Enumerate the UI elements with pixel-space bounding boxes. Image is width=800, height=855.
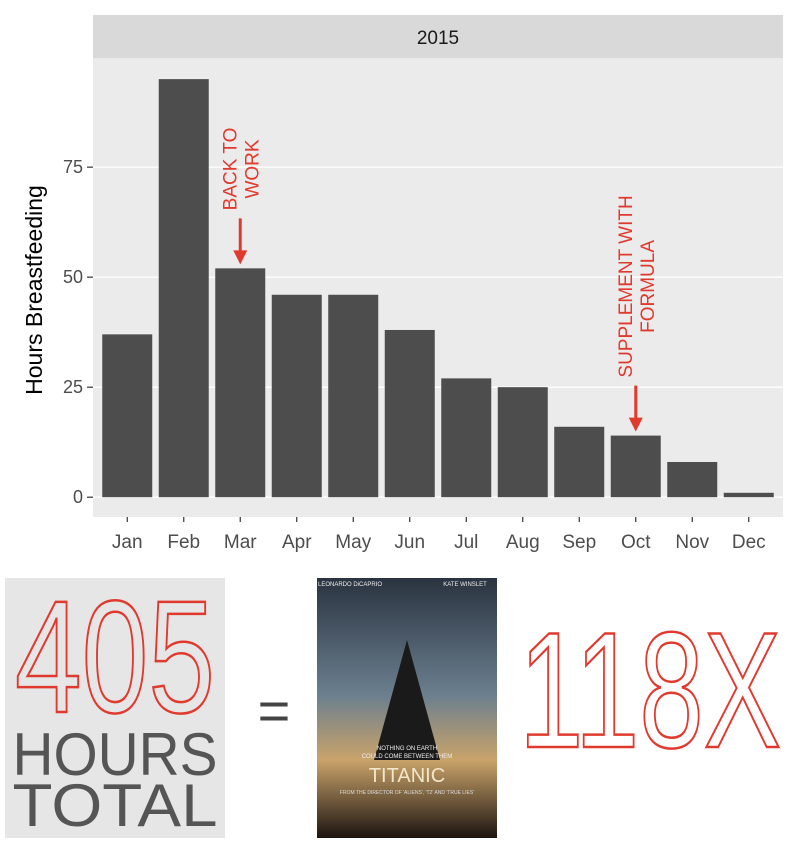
annotation-text: SUPPLEMENT WITH bbox=[616, 195, 637, 377]
facet-strip bbox=[93, 15, 783, 58]
equals-sign: = bbox=[258, 679, 291, 742]
annotation-text: BACK TO bbox=[220, 128, 241, 211]
annotation-text: WORK bbox=[242, 139, 263, 198]
facet-label: 2015 bbox=[417, 28, 459, 49]
poster-ship bbox=[374, 640, 440, 760]
y-tick-label: 75 bbox=[63, 157, 83, 177]
total-number: 405 bbox=[15, 567, 215, 746]
x-tick-label: Oct bbox=[621, 532, 651, 553]
poster-actor: LEONARDO DiCAPRIO bbox=[318, 582, 382, 588]
bar bbox=[271, 294, 322, 498]
poster-actor: KATE WINSLET bbox=[443, 582, 487, 588]
x-tick-label: Jul bbox=[454, 532, 478, 553]
unit-line: HOURS bbox=[13, 721, 218, 788]
y-tick-label: 0 bbox=[73, 487, 83, 507]
bar bbox=[497, 387, 548, 498]
y-tick-label: 25 bbox=[63, 377, 83, 397]
bar bbox=[328, 294, 379, 498]
movie-poster: LEONARDO DiCAPRIO KATE WINSLET NOTHING O… bbox=[317, 578, 497, 838]
annotation-arrowhead bbox=[628, 417, 643, 432]
x-tick-label: Feb bbox=[167, 532, 200, 553]
bar bbox=[723, 492, 774, 498]
x-tick-label: Jan bbox=[112, 532, 143, 553]
bar bbox=[441, 378, 492, 498]
bar bbox=[158, 79, 209, 498]
bar bbox=[667, 461, 718, 498]
bar bbox=[554, 426, 605, 498]
total-box bbox=[5, 578, 225, 838]
x-tick-label: May bbox=[335, 532, 371, 553]
bar bbox=[384, 329, 435, 498]
x-tick-label: Jun bbox=[394, 532, 425, 553]
annotation-text: FORMULA bbox=[638, 240, 659, 333]
x-tick-label: Sep bbox=[562, 532, 596, 553]
x-tick-label: Dec bbox=[732, 532, 766, 553]
poster-tagline: NOTHING ON EARTH bbox=[377, 746, 437, 752]
bar bbox=[215, 268, 266, 498]
bar bbox=[610, 435, 661, 498]
annotation-arrowhead bbox=[233, 250, 248, 265]
y-axis-title: Hours Breastfeeding bbox=[21, 185, 47, 395]
x-tick-label: Aug bbox=[506, 532, 540, 553]
x-tick-label: Apr bbox=[282, 532, 312, 553]
poster-title: TITANIC bbox=[369, 765, 445, 787]
y-tick-label: 50 bbox=[63, 267, 83, 287]
multiplier: 118X bbox=[519, 598, 781, 782]
poster-tagline: COULD COME BETWEEN THEM bbox=[362, 754, 453, 760]
x-tick-label: Nov bbox=[675, 532, 709, 553]
poster-credit: FROM THE DIRECTOR OF 'ALIENS', 'T2' AND … bbox=[340, 790, 474, 796]
bar bbox=[102, 334, 153, 498]
unit-line: TOTAL bbox=[13, 772, 218, 839]
x-tick-label: Mar bbox=[224, 532, 257, 553]
